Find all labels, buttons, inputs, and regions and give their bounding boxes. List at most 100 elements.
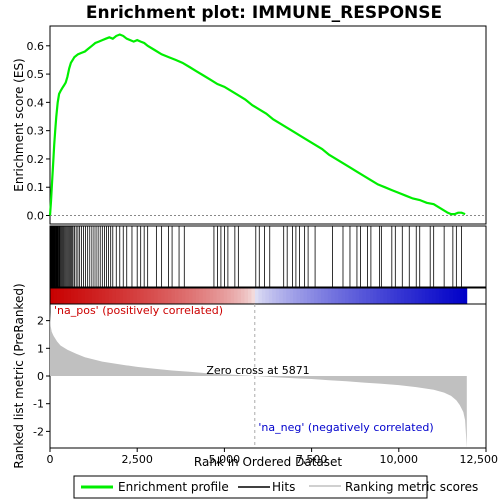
rank-bar-segment — [206, 288, 211, 304]
rank-bar-segment — [331, 288, 336, 304]
rank-bar-segment — [70, 288, 75, 304]
rank-bar-segment — [254, 288, 259, 304]
rank-bar-segment — [213, 288, 218, 304]
rank-bar-segment — [432, 288, 436, 304]
rank-bar-segment — [456, 288, 461, 304]
rank-bar-segment — [109, 288, 113, 304]
rank-bar-segment — [102, 288, 106, 304]
rank-bar-segment — [192, 288, 197, 304]
rank-bar-segment — [140, 288, 145, 304]
rank-bar-segment — [303, 288, 308, 304]
rank-bar-segment — [338, 288, 343, 304]
rank-bar-segment — [81, 288, 86, 304]
rank-bar-segment — [244, 288, 249, 304]
hits-panel — [49, 225, 487, 305]
rank-bar-segment — [300, 288, 304, 304]
rank-bar-segment — [241, 288, 245, 304]
rank-bar-segment — [136, 288, 141, 304]
rank-bar-segment — [307, 288, 311, 304]
rank-bar-segment — [161, 288, 166, 304]
rank-bar-segment — [175, 288, 179, 304]
x-tick-label: 7,500 — [296, 453, 328, 466]
enrichment-profile-line — [48, 33, 466, 216]
rank-bar-segment — [272, 288, 277, 304]
rank-bar-segment — [178, 288, 183, 304]
metric-panel: 'na_pos' (positively correlated) Zero cr… — [12, 283, 498, 469]
metric-y-tick-label: 2 — [37, 315, 44, 328]
metric-y-tick-label: 1 — [37, 342, 44, 355]
rank-bar-segment — [133, 288, 138, 304]
rank-bar-segment — [115, 288, 120, 304]
rank-bar-segment — [209, 288, 214, 304]
rank-bar-segment — [74, 288, 79, 304]
es-panel: 0.0 0.1 0.2 0.3 0.4 0.5 0.6 Enrichment score (… — [12, 25, 487, 225]
es-y-tick-label: 0.2 — [27, 153, 45, 166]
rank-bar-segment — [181, 288, 186, 304]
legend: Enrichment profile Hits Ranking metric s… — [73, 475, 478, 499]
rank-bar-segment — [383, 288, 388, 304]
rank-bar-segment — [195, 288, 200, 304]
metric-y-tick-label: 0 — [37, 370, 44, 383]
rank-bar-segment — [439, 288, 443, 304]
rank-bar-segment — [393, 288, 398, 304]
rank-bar-segment — [369, 288, 374, 304]
rank-bar-segment — [171, 288, 176, 304]
metric-y-tick-label: -1 — [33, 398, 44, 411]
rank-bar-segment — [164, 288, 169, 304]
rank-bar-segment — [143, 288, 148, 304]
rank-bar-segment — [317, 288, 322, 304]
rank-bar-segment — [279, 288, 284, 304]
legend-enrichment-label: Enrichment profile — [118, 480, 229, 494]
es-plot-frame — [49, 25, 487, 225]
metric-y-axis-title: Ranked list metric (PreRanked) — [12, 283, 26, 468]
rank-bar-segment — [418, 288, 423, 304]
rank-bar-segment — [150, 288, 155, 304]
rank-bar-segment — [327, 288, 332, 304]
rank-bar-segment — [230, 288, 235, 304]
rank-bar-segment — [386, 288, 391, 304]
rank-bar-segment — [366, 288, 370, 304]
x-tick-label: 12,500 — [460, 453, 499, 466]
rank-bar-segment — [452, 288, 457, 304]
rank-bar-segment — [60, 288, 65, 304]
rank-bar-segment — [53, 288, 58, 304]
es-y-tick-label: 0.0 — [27, 210, 45, 223]
hits-frame — [49, 225, 487, 288]
rank-bar-segment — [282, 288, 287, 304]
rank-bar-segment — [50, 288, 54, 304]
rank-bar-segment — [77, 288, 82, 304]
rank-bar-segment — [334, 288, 339, 304]
rank-bar-segment — [400, 288, 405, 304]
legend-metric-label: Ranking metric scores — [345, 480, 478, 494]
rank-bar-segment — [251, 288, 256, 304]
es-y-tick-label: 0.3 — [27, 125, 45, 138]
rank-bar-segment — [411, 288, 416, 304]
x-tick-label: 5,000 — [209, 453, 241, 466]
rank-bar-segment — [122, 288, 127, 304]
es-y-ticks: 0.0 0.1 0.2 0.3 0.4 0.5 0.6 — [27, 40, 50, 223]
rank-bar-segment — [414, 288, 419, 304]
rank-bar-segment — [268, 288, 273, 304]
rank-bar-segment — [119, 288, 124, 304]
legend-hits-label: Hits — [272, 480, 295, 494]
rank-bar-segment — [362, 288, 367, 304]
es-y-tick-label: 0.5 — [27, 68, 45, 81]
es-y-tick-label: 0.6 — [27, 40, 45, 53]
zero-cross-label: Zero cross at 5871 — [206, 364, 309, 377]
rank-bar-segment — [126, 288, 131, 304]
rank-bar-segment — [237, 288, 242, 304]
rank-bar-segment — [261, 288, 266, 304]
rank-bar-segment — [227, 288, 232, 304]
rank-bar-segment — [98, 288, 103, 304]
metric-y-tick-label: -2 — [33, 425, 44, 438]
rank-bar-segment — [199, 288, 204, 304]
metric-y-ticks: 2 1 0 -1 -2 — [33, 315, 50, 438]
rank-bar-segment — [293, 288, 298, 304]
rank-bar-segment — [188, 288, 193, 304]
hit-lines — [49, 226, 462, 287]
chart-title: Enrichment plot: IMMUNE_RESPONSE — [86, 3, 442, 23]
es-y-tick-label: 0.1 — [27, 181, 45, 194]
rank-bar-segment — [324, 288, 329, 304]
es-y-tick-label: 0.4 — [27, 96, 45, 109]
x-tick-label: 10,000 — [380, 453, 419, 466]
